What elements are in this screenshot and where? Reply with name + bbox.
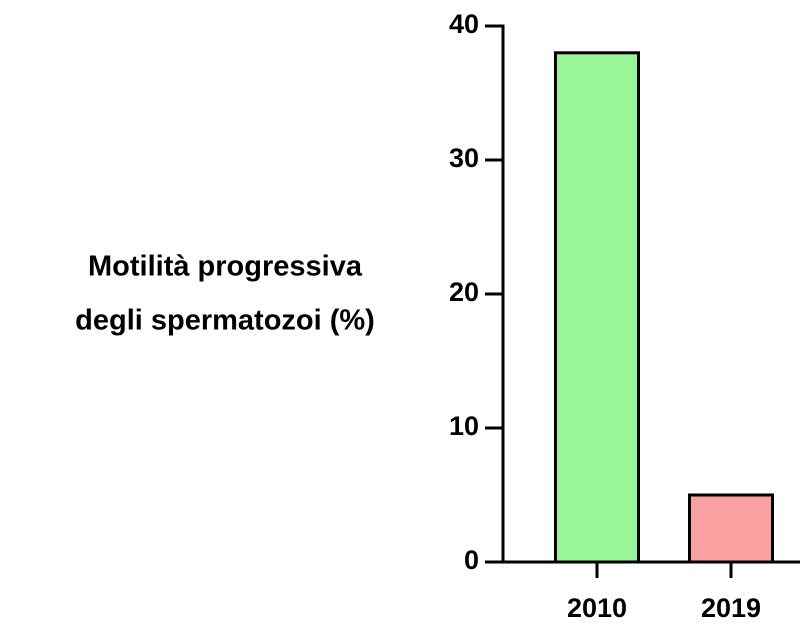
y-tick-label: 20 <box>449 277 479 307</box>
y-tick-label: 40 <box>449 9 479 39</box>
bar <box>554 51 640 564</box>
x-tick-label: 2010 <box>567 593 627 623</box>
y-tick-label: 30 <box>449 143 479 173</box>
bar <box>688 493 774 564</box>
y-axis-label: Motilità progressiva <box>88 251 363 283</box>
x-tick-label: 2019 <box>701 593 761 623</box>
y-axis-label: degli spermatozoi (%) <box>75 305 375 337</box>
y-tick-label: 10 <box>449 411 479 441</box>
y-tick-label: 0 <box>464 545 479 575</box>
